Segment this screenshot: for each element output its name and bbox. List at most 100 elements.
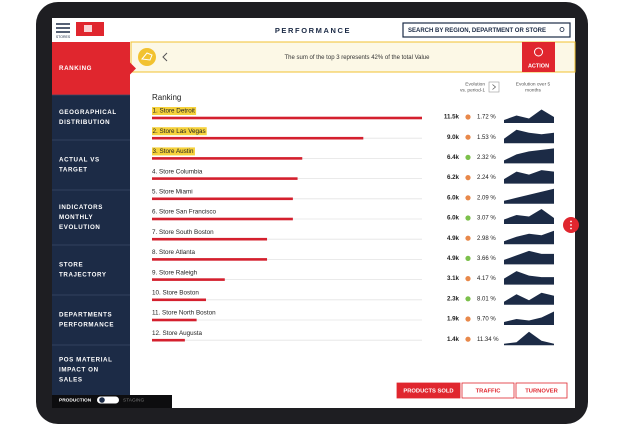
store-label: 5. Store Miami: [152, 188, 193, 195]
sidebar: [52, 42, 130, 395]
menu-icon[interactable]: [56, 23, 70, 33]
change-label: 1.72 %: [477, 115, 496, 121]
page-title: PERFORMANCE: [275, 26, 351, 35]
value-bar: [152, 157, 303, 160]
insight-bar: [130, 41, 576, 73]
value-label: 4.9k: [447, 255, 460, 262]
tab-label: TURNOVER: [525, 389, 558, 395]
trend-area: [504, 148, 554, 164]
change-dot: [465, 114, 471, 120]
change-label: 4.17 %: [477, 276, 496, 282]
trend-area: [504, 250, 554, 265]
store-label: 9. Store Raleigh: [152, 269, 198, 276]
sidebar-item[interactable]: [52, 95, 130, 140]
tab[interactable]: [461, 382, 515, 399]
dynamic-content: RANKING GEOGRAPHICAL DISTRIBUTION ACTUAL VS…: [52, 42, 568, 399]
value-label: 6.0k: [447, 215, 460, 222]
value-bar: [152, 258, 268, 261]
trend-area: [504, 271, 554, 285]
floating-menu-dot: [570, 220, 572, 223]
value-bar: [152, 318, 197, 322]
action-button[interactable]: [522, 42, 555, 72]
search-icon: [559, 27, 565, 32]
change-label: 11.34 %: [477, 337, 499, 343]
insight-prev[interactable]: [162, 52, 168, 62]
sidebar-item-label: PERFORMANCE: [59, 322, 114, 329]
value-bar: [152, 177, 298, 180]
change-label: 1.53 %: [477, 135, 496, 141]
store-label: 8. Store Atlanta: [152, 249, 196, 256]
sidebar-item-label: INDICATORS: [59, 204, 103, 211]
change-dot: [465, 195, 471, 201]
value-bar: [152, 197, 293, 201]
label-highlight: [152, 147, 195, 156]
sidebar-item[interactable]: [52, 140, 130, 190]
sidebar-item-label: DISTRIBUTION: [59, 119, 110, 126]
trend-area: [504, 230, 554, 245]
logo-mark: [84, 25, 92, 32]
value-label: 9.0k: [447, 134, 460, 141]
change-label: 8.01 %: [477, 296, 496, 302]
change-dot: [465, 235, 471, 241]
logo-caption: STORES: [56, 35, 71, 39]
change-label: 3.66 %: [477, 256, 496, 262]
tab[interactable]: [396, 382, 461, 399]
value-label: 2.3k: [447, 295, 460, 302]
store-label: 4. Store Columbia: [152, 168, 203, 175]
sidebar-item-label: IMPACT ON: [59, 367, 99, 374]
trend-area: [504, 129, 554, 144]
change-dot: [465, 175, 471, 181]
value-label: 3.1k: [447, 275, 460, 282]
store-label: 6. Store San Francisco: [152, 209, 217, 216]
toggle-right: STAGING: [123, 397, 145, 403]
period-next[interactable]: [488, 81, 500, 93]
value-label: 1.4k: [447, 336, 460, 343]
value-bar: [152, 278, 225, 281]
sidebar-item-label: TARGET: [59, 167, 88, 174]
insight-icon: [138, 48, 156, 66]
store-label: 2. Store Las Vegas: [153, 128, 206, 135]
sidebar-item-label: TRAJECTORY: [59, 272, 107, 279]
trend-area: [504, 170, 554, 184]
store-label: 7. Store South Boston: [152, 229, 214, 236]
store-label: 11. Store North Boston: [152, 310, 216, 317]
floating-menu-dot: [570, 224, 572, 226]
search-placeholder: SEARCH BY REGION, DEPARTMENT OR STORE: [408, 28, 546, 34]
search-box[interactable]: [402, 22, 571, 38]
value-bar: [152, 338, 185, 342]
sidebar-item[interactable]: [52, 245, 130, 295]
value-label: 1.9k: [447, 316, 460, 323]
change-label: 3.07 %: [477, 216, 496, 222]
change-dot: [465, 336, 471, 342]
sidebar-item-label: RANKING: [59, 65, 92, 72]
value-label: 11.5k: [444, 114, 460, 121]
section-title: Ranking: [152, 93, 181, 102]
tab-label: PRODUCTS SOLD: [403, 389, 453, 395]
value-label: 6.0k: [447, 194, 460, 201]
trend-area: [504, 109, 554, 123]
store-label: 12. Store Augusta: [152, 330, 203, 337]
sidebar-item-label: ACTUAL VS: [59, 157, 100, 164]
tab[interactable]: [515, 382, 568, 399]
sidebar-item[interactable]: [52, 295, 130, 345]
insight-icon-tag: [141, 52, 153, 61]
sidebar-item-label: POS MATERIAL: [59, 357, 113, 364]
floating-menu-dot: [570, 227, 572, 230]
sidebar-item-label: GEOGRAPHICAL: [59, 109, 117, 116]
sidebar-item-label: DEPARTMENTS: [59, 312, 112, 319]
value-label: 6.2k: [447, 174, 460, 181]
value-bar: [152, 237, 268, 241]
action-icon: [534, 47, 543, 57]
period-next-arrow: [492, 84, 497, 90]
trend-area: [504, 311, 554, 325]
change-label: 2.24 %: [477, 175, 496, 181]
active-pointer: [130, 62, 136, 75]
trend-area: [504, 331, 554, 346]
env-toggle-knob: [99, 397, 105, 403]
value-bar: [152, 217, 293, 221]
change-label: 2.98 %: [477, 236, 496, 242]
change-dot: [465, 134, 471, 140]
value-bar: [152, 136, 364, 140]
value-label: 4.9k: [447, 235, 460, 242]
sidebar-item-active[interactable]: [52, 42, 130, 95]
